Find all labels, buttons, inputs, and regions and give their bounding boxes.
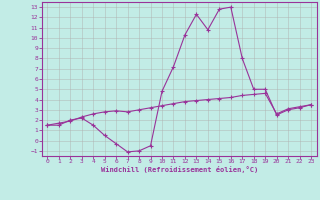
X-axis label: Windchill (Refroidissement éolien,°C): Windchill (Refroidissement éolien,°C)	[100, 166, 258, 173]
